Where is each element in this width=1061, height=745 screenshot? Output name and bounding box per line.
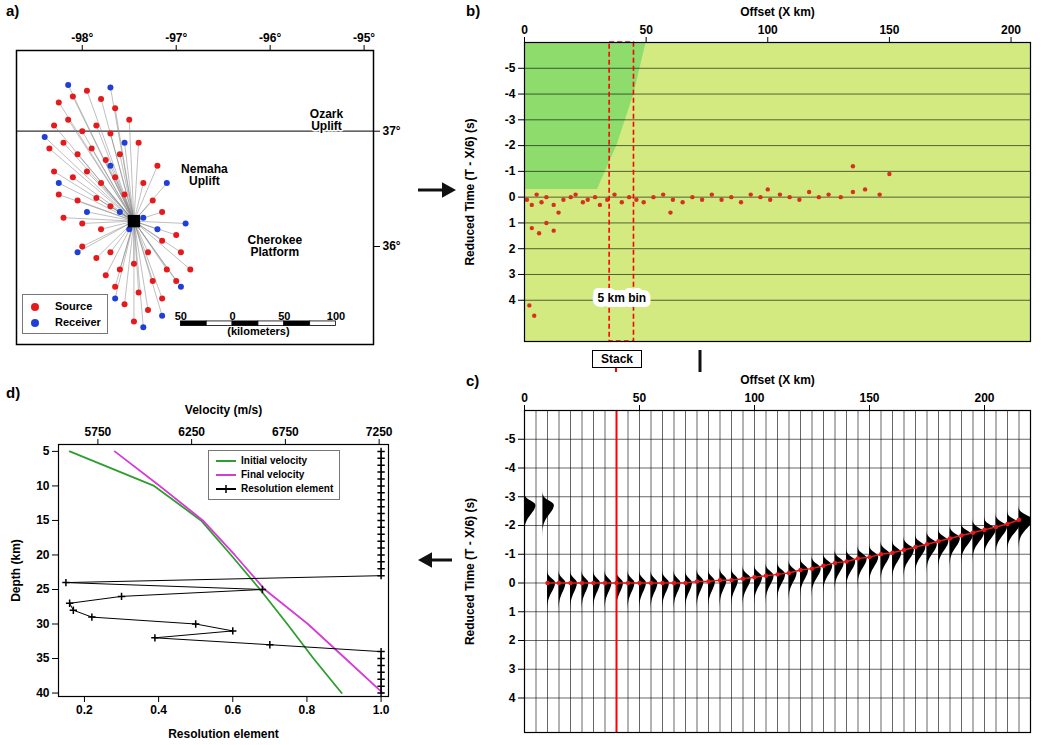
svg-text:50: 50 — [639, 23, 653, 37]
svg-text:15: 15 — [36, 513, 50, 527]
svg-text:30: 30 — [36, 617, 50, 631]
svg-text:Offset (X km): Offset (X km) — [740, 373, 815, 387]
svg-text:50: 50 — [175, 310, 187, 322]
svg-text:0.4: 0.4 — [150, 703, 167, 717]
svg-text:3: 3 — [509, 662, 516, 676]
svg-text:35: 35 — [36, 651, 50, 665]
svg-text:0.8: 0.8 — [299, 703, 316, 717]
svg-text:50: 50 — [278, 310, 290, 322]
svg-text:1: 1 — [509, 216, 516, 230]
svg-text:2: 2 — [509, 242, 516, 256]
html-text:Stack: Stack — [601, 352, 633, 366]
svg-text:100: 100 — [758, 23, 778, 37]
svg-text:-96°: -96° — [259, 31, 281, 45]
svg-text:4: 4 — [509, 293, 516, 307]
svg-text:-98°: -98° — [71, 31, 93, 45]
svg-text:50: 50 — [633, 391, 647, 405]
svg-text:OzarkUplift: OzarkUplift — [310, 107, 344, 133]
svg-text:25: 25 — [36, 582, 50, 596]
svg-text:-1: -1 — [505, 547, 516, 561]
svg-text:-95°: -95° — [353, 31, 375, 45]
svg-text:150: 150 — [859, 391, 879, 405]
svg-text:-97°: -97° — [165, 31, 187, 45]
svg-text:1: 1 — [509, 605, 516, 619]
svg-text:-1: -1 — [505, 164, 516, 178]
html-text:Initial velocity: Initial velocity — [241, 455, 308, 466]
svg-text:2: 2 — [509, 633, 516, 647]
html-text:Resolution element: Resolution element — [241, 483, 334, 494]
svg-text:36°: 36° — [383, 239, 401, 253]
svg-text:6750: 6750 — [272, 425, 299, 439]
svg-text:Reduced Time (T - X/6) (s): Reduced Time (T - X/6) (s) — [463, 118, 477, 265]
svg-text:0: 0 — [230, 310, 236, 322]
svg-text:0: 0 — [521, 391, 528, 405]
html-text:c): c) — [466, 372, 480, 389]
svg-text:0.6: 0.6 — [224, 703, 241, 717]
svg-text:NemahaUplift: NemahaUplift — [181, 162, 228, 188]
svg-text:37°: 37° — [383, 124, 401, 138]
svg-text:7250: 7250 — [366, 425, 393, 439]
svg-text:-5: -5 — [505, 61, 516, 75]
svg-text:0: 0 — [509, 576, 516, 590]
svg-text:Depth (km): Depth (km) — [9, 539, 23, 602]
svg-text:200: 200 — [1001, 23, 1021, 37]
svg-text:-4: -4 — [505, 461, 516, 475]
html-text:Final velocity: Final velocity — [241, 469, 305, 480]
svg-text:6250: 6250 — [178, 425, 205, 439]
svg-text:-5: -5 — [505, 432, 516, 446]
svg-text:150: 150 — [879, 23, 899, 37]
svg-text:Reduced Time (T - X/6) (s): Reduced Time (T - X/6) (s) — [463, 498, 477, 645]
html-text:b): b) — [466, 2, 481, 19]
svg-text:200: 200 — [974, 391, 994, 405]
svg-text:-4: -4 — [505, 87, 516, 101]
svg-text:CherokeePlatform: CherokeePlatform — [248, 233, 303, 259]
svg-text:-2: -2 — [505, 518, 516, 532]
svg-text:3: 3 — [509, 267, 516, 281]
svg-text:100: 100 — [327, 310, 345, 322]
svg-text:100: 100 — [744, 391, 764, 405]
svg-text:-3: -3 — [505, 490, 516, 504]
svg-text:Resolution element: Resolution element — [168, 727, 279, 741]
svg-text:-3: -3 — [505, 113, 516, 127]
svg-text:40: 40 — [36, 686, 50, 700]
html-text:a): a) — [6, 2, 20, 19]
svg-text:4: 4 — [509, 691, 516, 705]
svg-text:0: 0 — [509, 190, 516, 204]
svg-text:-2: -2 — [505, 138, 516, 152]
svg-text:Offset (X km): Offset (X km) — [740, 5, 815, 19]
svg-text:0.2: 0.2 — [76, 703, 93, 717]
svg-text:5 km bin: 5 km bin — [597, 291, 646, 305]
svg-text:5: 5 — [43, 444, 50, 458]
svg-text:1.0: 1.0 — [373, 703, 390, 717]
html-text:Receiver: Receiver — [55, 316, 101, 328]
svg-text:10: 10 — [36, 479, 50, 493]
svg-text:Velocity (m/s): Velocity (m/s) — [185, 403, 262, 417]
svg-text:5750: 5750 — [85, 425, 112, 439]
html-text:Source: Source — [55, 300, 93, 312]
svg-text:20: 20 — [36, 548, 50, 562]
svg-text:(kilometers): (kilometers) — [227, 325, 290, 337]
svg-text:0: 0 — [521, 23, 528, 37]
html-text:d): d) — [6, 384, 21, 401]
